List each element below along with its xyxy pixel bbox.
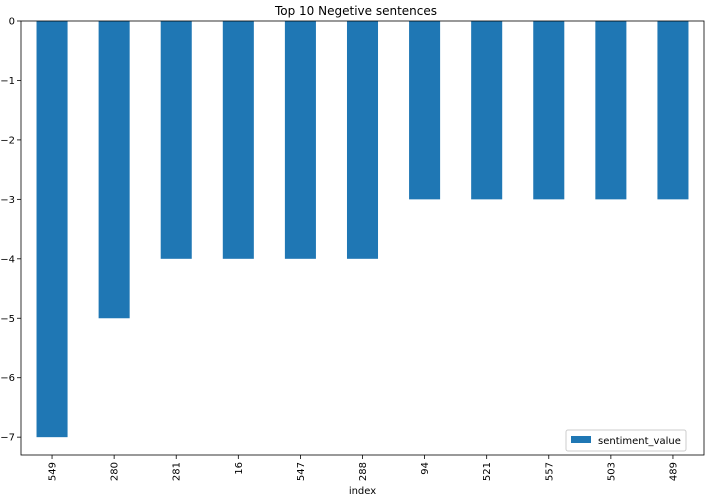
x-tick-label: 503 bbox=[606, 462, 617, 481]
bar-281 bbox=[160, 21, 192, 259]
bar-94 bbox=[409, 21, 441, 200]
x-tick-label: 280 bbox=[110, 462, 121, 481]
x-tick-label: 547 bbox=[296, 462, 307, 481]
bar-547 bbox=[284, 21, 316, 259]
y-tick-label: −2 bbox=[0, 135, 15, 146]
bar-557 bbox=[533, 21, 565, 200]
plot-frame bbox=[20, 20, 705, 456]
legend: sentiment_value bbox=[565, 429, 687, 452]
bar-280 bbox=[98, 21, 130, 319]
x-tick-label: 557 bbox=[544, 462, 555, 481]
legend-label: sentiment_value bbox=[598, 436, 681, 447]
x-tick-label: 549 bbox=[48, 462, 59, 481]
bar-549 bbox=[36, 21, 68, 438]
y-tick-label: −6 bbox=[0, 373, 15, 384]
bar-503 bbox=[595, 21, 627, 200]
legend-box bbox=[565, 429, 687, 452]
y-tick-label: −5 bbox=[0, 314, 15, 325]
x-axis-label: index bbox=[349, 486, 376, 497]
y-tick-label: −4 bbox=[0, 254, 15, 265]
x-axis: 549 280 281 16 547 288 94 521 557 503 489 bbox=[48, 455, 679, 481]
bar-521 bbox=[471, 21, 503, 200]
x-tick-label: 16 bbox=[234, 462, 245, 475]
x-tick-label: 288 bbox=[358, 462, 369, 481]
bar-288 bbox=[346, 21, 379, 259]
y-tick-label: −1 bbox=[0, 76, 15, 87]
bar-16 bbox=[222, 21, 254, 259]
chart-title: Top 10 Negetive sentences bbox=[274, 4, 437, 18]
y-tick-label: −7 bbox=[0, 433, 15, 444]
x-tick-label: 489 bbox=[668, 462, 679, 481]
x-tick-label: 94 bbox=[420, 462, 431, 475]
bar-489 bbox=[657, 21, 689, 200]
bars-group bbox=[36, 21, 689, 438]
y-tick-label: −3 bbox=[0, 195, 15, 206]
legend-swatch bbox=[571, 436, 591, 443]
x-tick-label: 281 bbox=[172, 462, 183, 481]
x-tick-label: 521 bbox=[482, 462, 493, 481]
y-tick-label: 0 bbox=[9, 17, 15, 28]
y-axis: 0 −1 −2 −3 −4 −5 −6 −7 bbox=[0, 17, 21, 444]
